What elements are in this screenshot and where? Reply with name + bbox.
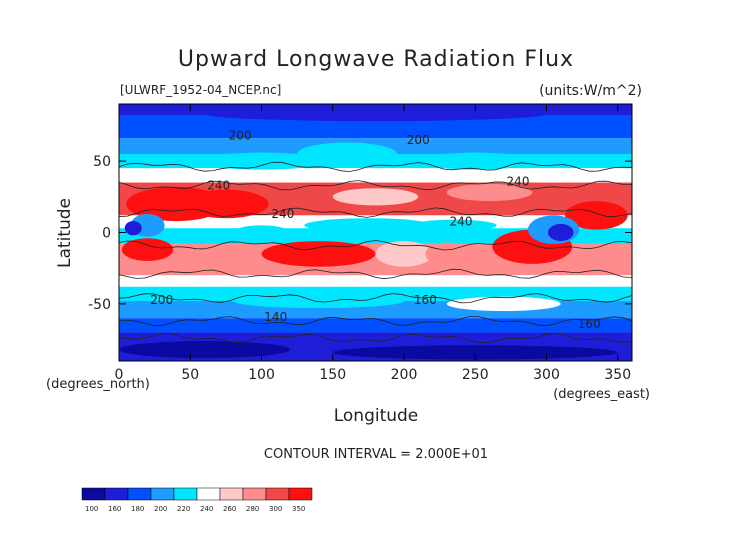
- contour-interval-note: CONTOUR INTERVAL = 2.000E+01: [264, 447, 488, 462]
- contour-label: 240: [507, 174, 530, 188]
- x-axis: 0 50 100 150 200 250 300 350: [115, 104, 631, 383]
- colorbar-label: 240: [200, 505, 213, 513]
- y-unit-note: (degrees_north): [46, 377, 150, 392]
- flux-anomaly: [446, 183, 533, 202]
- flux-anomaly: [121, 238, 174, 262]
- contour-label: 160: [578, 317, 601, 331]
- x-tick-label: 100: [248, 367, 275, 383]
- flux-anomaly: [411, 219, 497, 232]
- y-axis-title: Latitude: [55, 198, 75, 268]
- flux-field: [119, 104, 632, 361]
- flux-anomaly: [233, 293, 404, 309]
- contour-label: 160: [414, 293, 437, 307]
- flux-band: [119, 115, 632, 139]
- colorbar-swatch: [173, 487, 198, 501]
- contour-label: 240: [207, 179, 230, 193]
- flux-anomaly: [304, 218, 433, 233]
- x-axis-title: Longitude: [334, 406, 419, 426]
- x-tick-label: 150: [319, 367, 346, 383]
- flux-anomaly: [233, 225, 290, 240]
- contour-line: [119, 161, 632, 172]
- flux-anomaly: [375, 241, 433, 267]
- colorbar-swatch: [81, 487, 106, 501]
- flux-anomaly: [119, 341, 290, 359]
- flux-anomaly: [204, 106, 547, 122]
- colorbar-label: 200: [154, 505, 167, 513]
- y-tick-label: -50: [88, 297, 111, 313]
- flux-anomaly: [446, 296, 561, 312]
- flux-anomaly: [425, 242, 469, 266]
- contour-line: [119, 316, 632, 327]
- contour-line: [119, 293, 632, 304]
- x-tick-label: 0: [115, 367, 124, 383]
- colorbar-swatch: [127, 487, 152, 501]
- colorbar-label: 350: [292, 505, 305, 513]
- y-tick-label: 50: [93, 154, 111, 170]
- colorbar: 100 160 180 200 220 240 260 280 300 350: [81, 487, 313, 513]
- colorbar-swatch: [265, 487, 290, 501]
- units-label: (units:W/m^2): [539, 83, 642, 99]
- colorbar-label: 160: [108, 505, 121, 513]
- colorbar-label: 260: [223, 505, 236, 513]
- colorbar-swatch: [288, 487, 313, 501]
- colorbar-label: 180: [131, 505, 144, 513]
- flux-anomaly: [418, 152, 533, 170]
- flux-band: [119, 275, 632, 287]
- y-tick-label: 0: [102, 226, 111, 242]
- colorbar-label: 280: [246, 505, 259, 513]
- flux-anomaly: [332, 188, 419, 206]
- flux-anomaly: [547, 223, 574, 242]
- x-tick-label: 300: [533, 367, 560, 383]
- contour-label: 200: [229, 129, 252, 143]
- contour-line: [119, 268, 632, 280]
- flux-anomaly: [278, 246, 330, 262]
- contour-label-layer: 200 240 240 240 240 200 200 160 140 160: [150, 129, 600, 331]
- chart-title: Upward Longwave Radiation Flux: [178, 47, 574, 72]
- flux-anomaly: [124, 221, 142, 236]
- flux-anomaly: [565, 201, 628, 230]
- contour-label: 240: [450, 214, 473, 228]
- x-unit-note: (degrees_east): [553, 387, 650, 402]
- contour-label: 200: [407, 133, 430, 147]
- dataset-label: [ULWRF_1952-04_NCEP.nc]: [120, 83, 281, 97]
- x-tick-label: 350: [604, 367, 631, 383]
- y-axis: -50 0 50: [88, 154, 632, 313]
- colorbar-swatch: [196, 487, 221, 501]
- colorbar-label: 300: [269, 505, 282, 513]
- flux-anomaly: [297, 142, 397, 166]
- colorbar-label: 220: [177, 505, 190, 513]
- contour-line: [119, 240, 632, 251]
- contour-label: 240: [271, 207, 294, 221]
- colorbar-swatch: [219, 487, 244, 501]
- x-tick-label: 250: [462, 367, 489, 383]
- contour-label: 200: [150, 293, 173, 307]
- contour-label: 140: [264, 310, 287, 324]
- x-tick-label: 200: [391, 367, 418, 383]
- contour-line: [119, 207, 632, 218]
- colorbar-swatch: [242, 487, 267, 501]
- colorbar-swatch: [104, 487, 129, 501]
- contour-line: [119, 332, 632, 344]
- contour-line: [119, 180, 632, 191]
- colorbar-swatch: [150, 487, 175, 501]
- flux-band: [119, 168, 632, 183]
- x-tick-label: 50: [181, 367, 199, 383]
- colorbar-label: 100: [85, 505, 98, 513]
